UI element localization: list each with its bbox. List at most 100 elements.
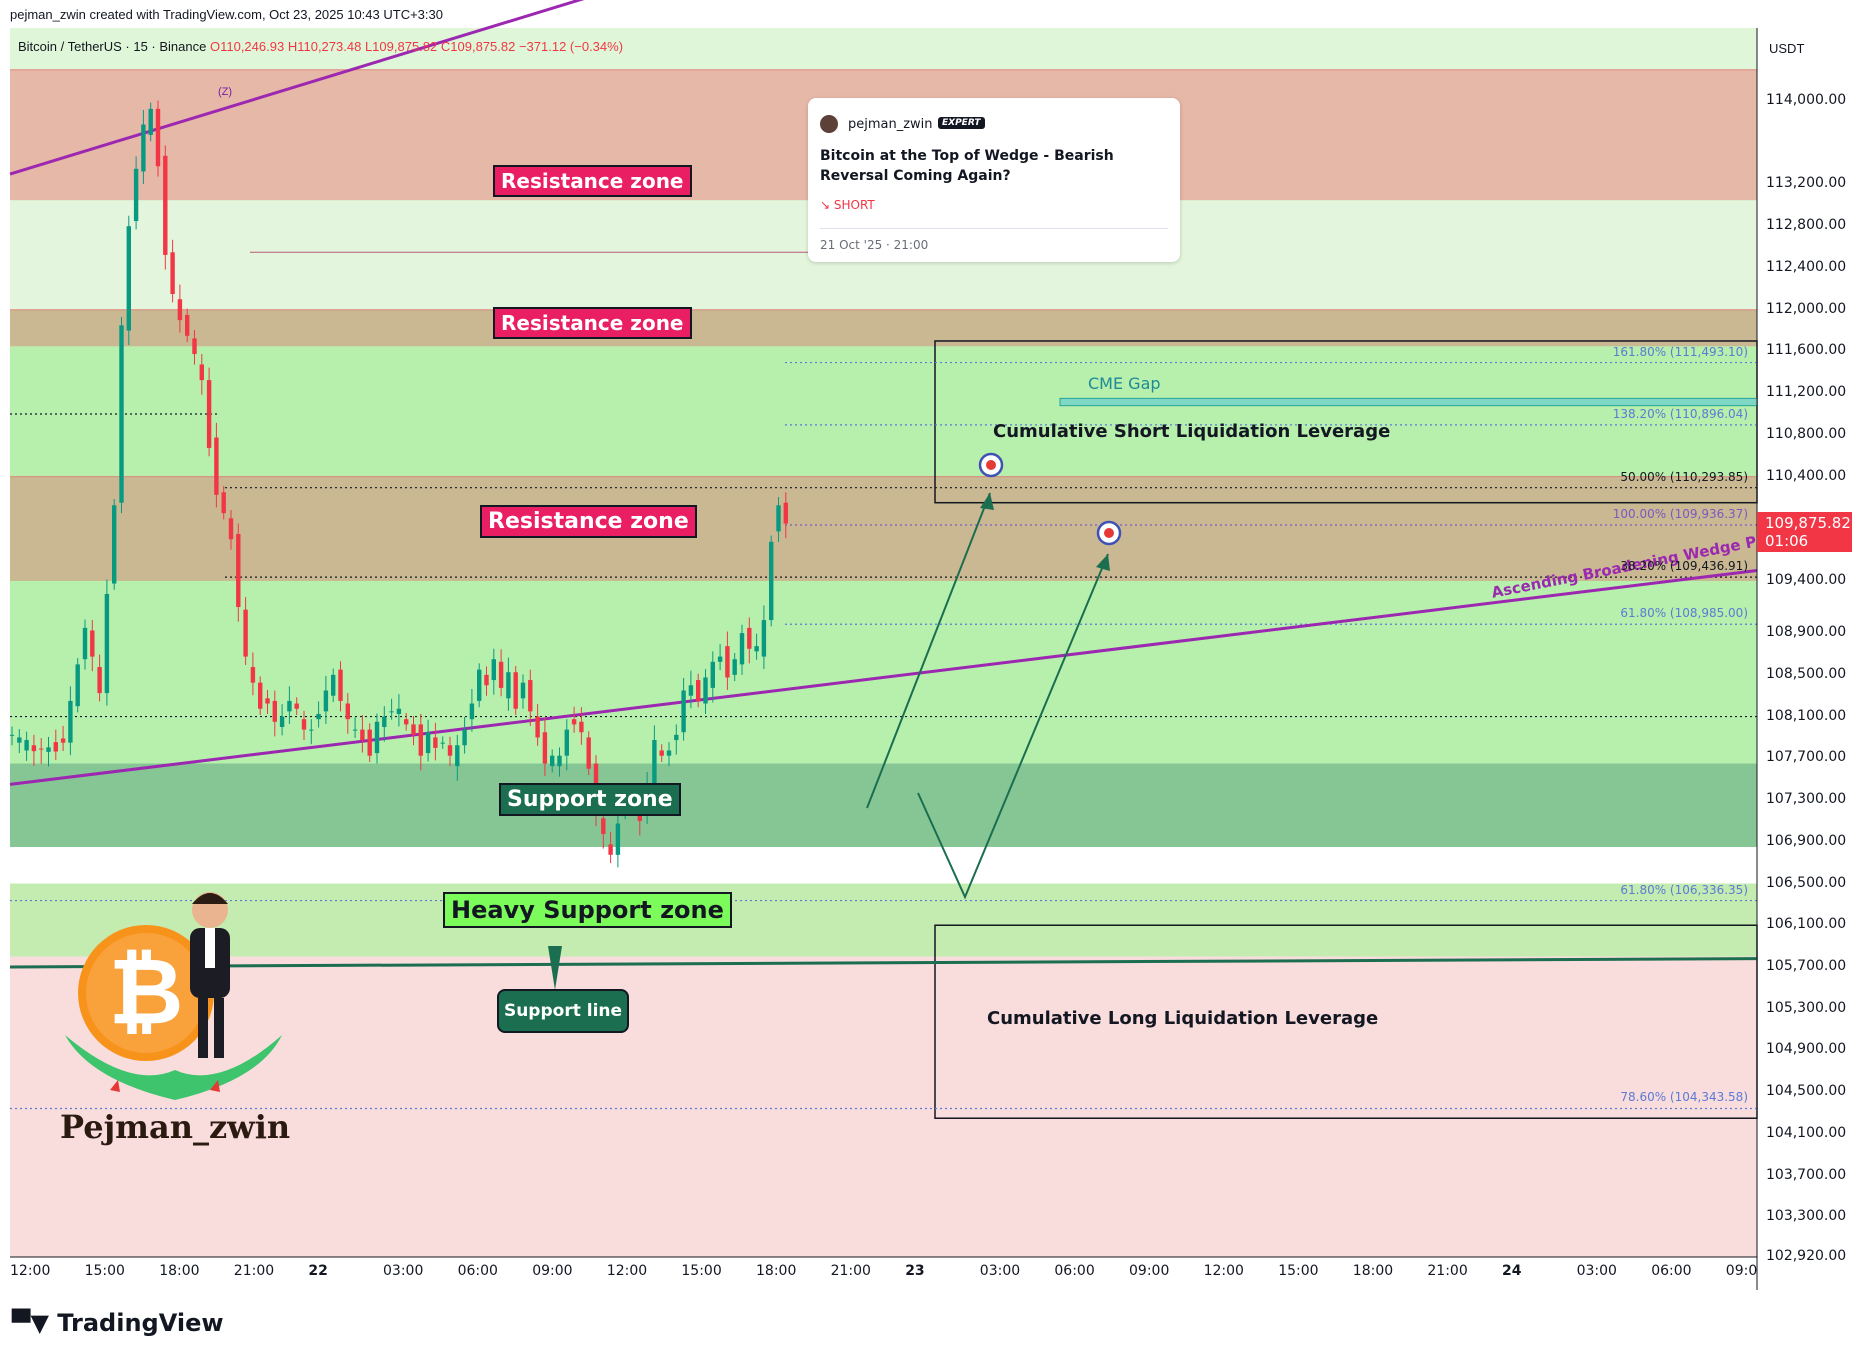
arrows — [866, 452, 1122, 900]
zone-label-1: Resistance zone — [493, 307, 692, 339]
candle-body — [352, 729, 358, 731]
candle-body — [776, 505, 781, 532]
last-price-tag: 109,875.82 01:06 — [1757, 512, 1852, 552]
candle-body — [542, 732, 548, 764]
candle-body — [433, 737, 438, 748]
candle-body — [506, 672, 511, 699]
wave-label: (Z) — [218, 86, 233, 98]
fib-label-7: 78.60% (104,343.58) — [1620, 1090, 1748, 1105]
candle-body — [732, 659, 737, 675]
y-tick-label: 104,100.00 — [1766, 1124, 1847, 1141]
candle-body — [783, 502, 788, 524]
bar-countdown: 01:06 — [1765, 532, 1809, 550]
zone-label-2: Resistance zone — [480, 505, 697, 538]
x-tick-label: 12:00 — [1203, 1263, 1244, 1279]
y-tick-label: 106,900.00 — [1766, 832, 1847, 849]
y-tick-label: 104,500.00 — [1766, 1083, 1847, 1100]
y-tick-label: 102,920.00 — [1766, 1248, 1847, 1264]
candle-body — [24, 740, 29, 751]
candle-body — [323, 690, 329, 712]
x-tick-label: 12:00 — [10, 1263, 51, 1279]
candle-body — [9, 734, 15, 736]
y-tick-label: 103,300.00 — [1766, 1208, 1847, 1225]
candle-body — [294, 703, 299, 709]
fib-lines — [10, 251, 1757, 1110]
fib-label-2: 50.00% (110,293.85) — [1620, 469, 1748, 484]
y-tick-label: 106,500.00 — [1766, 874, 1847, 891]
y-tick-label: 114,000.00 — [1766, 92, 1847, 109]
candle-body — [652, 740, 657, 787]
idea-author[interactable]: pejman_zwin — [848, 117, 933, 132]
zone-2 — [10, 476, 1757, 581]
candle-body — [163, 155, 168, 255]
idea-date: 21 Oct '25 · 21:00 — [820, 238, 929, 252]
candle-body — [31, 745, 37, 752]
fib-label-6: 61.80% (106,336.35) — [1620, 882, 1748, 897]
candle-body — [739, 633, 745, 665]
candle-body — [60, 738, 66, 743]
long-liquidation-label: Cumulative Long Liquidation Leverage — [987, 1008, 1379, 1029]
y-tick-label: 109,400.00 — [1766, 571, 1847, 588]
support-pointer — [548, 946, 562, 990]
x-tick-label: 15:00 — [84, 1263, 125, 1279]
currency-label[interactable]: USDT — [1769, 41, 1805, 56]
idea-card[interactable]: pejman_zwin EXPERT Bitcoin at the Top of… — [808, 98, 1180, 262]
candle-body — [557, 755, 562, 767]
tradingview-logo: ▀▼ TradingView — [12, 1309, 224, 1337]
price-chart[interactable] — [0, 0, 1866, 1300]
y-tick-label: 112,800.00 — [1766, 217, 1847, 234]
x-tick-label: 03:00 — [979, 1263, 1021, 1279]
y-tick-label: 112,400.00 — [1766, 258, 1847, 275]
candle-body — [331, 674, 336, 696]
short-liquidation-label: Cumulative Short Liquidation Leverage — [993, 421, 1391, 442]
y-tick-label: 105,700.00 — [1766, 957, 1847, 974]
candle-body — [703, 677, 708, 704]
candle-body — [491, 659, 496, 681]
candle-body — [513, 672, 518, 709]
x-tick-label: 24 — [1502, 1263, 1522, 1279]
y-tick-label: 103,700.00 — [1766, 1166, 1847, 1183]
x-tick-label: 21:00 — [1427, 1263, 1468, 1279]
symbol-info: Bitcoin / TetherUS · 15 · Binance O110,2… — [18, 39, 623, 54]
candle-body — [75, 664, 80, 707]
x-tick-label: 23 — [905, 1263, 925, 1279]
y-tick-label: 108,500.00 — [1766, 665, 1847, 682]
x-tick-label: 06:00 — [1054, 1263, 1095, 1279]
fib-label-5: 61.80% (108,985.00) — [1620, 606, 1748, 621]
arrow-up-1 — [866, 492, 991, 809]
y-tick-label: 104,900.00 — [1766, 1041, 1847, 1058]
candle-body — [133, 168, 139, 222]
candle-body — [206, 380, 212, 448]
candle-body — [761, 620, 767, 657]
trend-lines — [9, 0, 1758, 990]
zone-4 — [10, 883, 1757, 957]
candle-body — [112, 505, 117, 584]
y-tick-label: 107,300.00 — [1766, 791, 1847, 808]
candle-body — [258, 682, 263, 709]
candle-body — [769, 541, 774, 621]
fib-label-0: 161.80% (111,493.10) — [1612, 344, 1748, 359]
zone-1 — [10, 309, 1757, 347]
idea-title[interactable]: Bitcoin at the Top of Wedge - Bearish Re… — [820, 148, 1114, 184]
candle-body — [82, 627, 88, 660]
x-tick-label: 03:00 — [1576, 1263, 1617, 1279]
idea-direction: ↘ SHORT — [820, 198, 875, 212]
candle-body — [177, 299, 183, 321]
open-value: O110,246.93 — [209, 39, 285, 54]
candle-body — [119, 325, 124, 503]
candle-body — [696, 680, 701, 701]
candle-body — [688, 685, 694, 696]
y-tick-label: 110,800.00 — [1766, 425, 1847, 442]
low-value: L109,875.82 — [364, 39, 438, 54]
x-tick-label: 15:00 — [1278, 1263, 1319, 1279]
axes — [10, 28, 1758, 1290]
candle-body — [367, 729, 372, 756]
candle-body — [418, 724, 423, 756]
candle-body — [586, 737, 591, 769]
candle-body — [440, 742, 445, 744]
author-avatar — [820, 115, 838, 133]
candle-body — [411, 724, 416, 735]
candle-body — [243, 609, 248, 657]
candle-body — [528, 680, 533, 712]
x-tick-label: 21:00 — [830, 1263, 871, 1279]
